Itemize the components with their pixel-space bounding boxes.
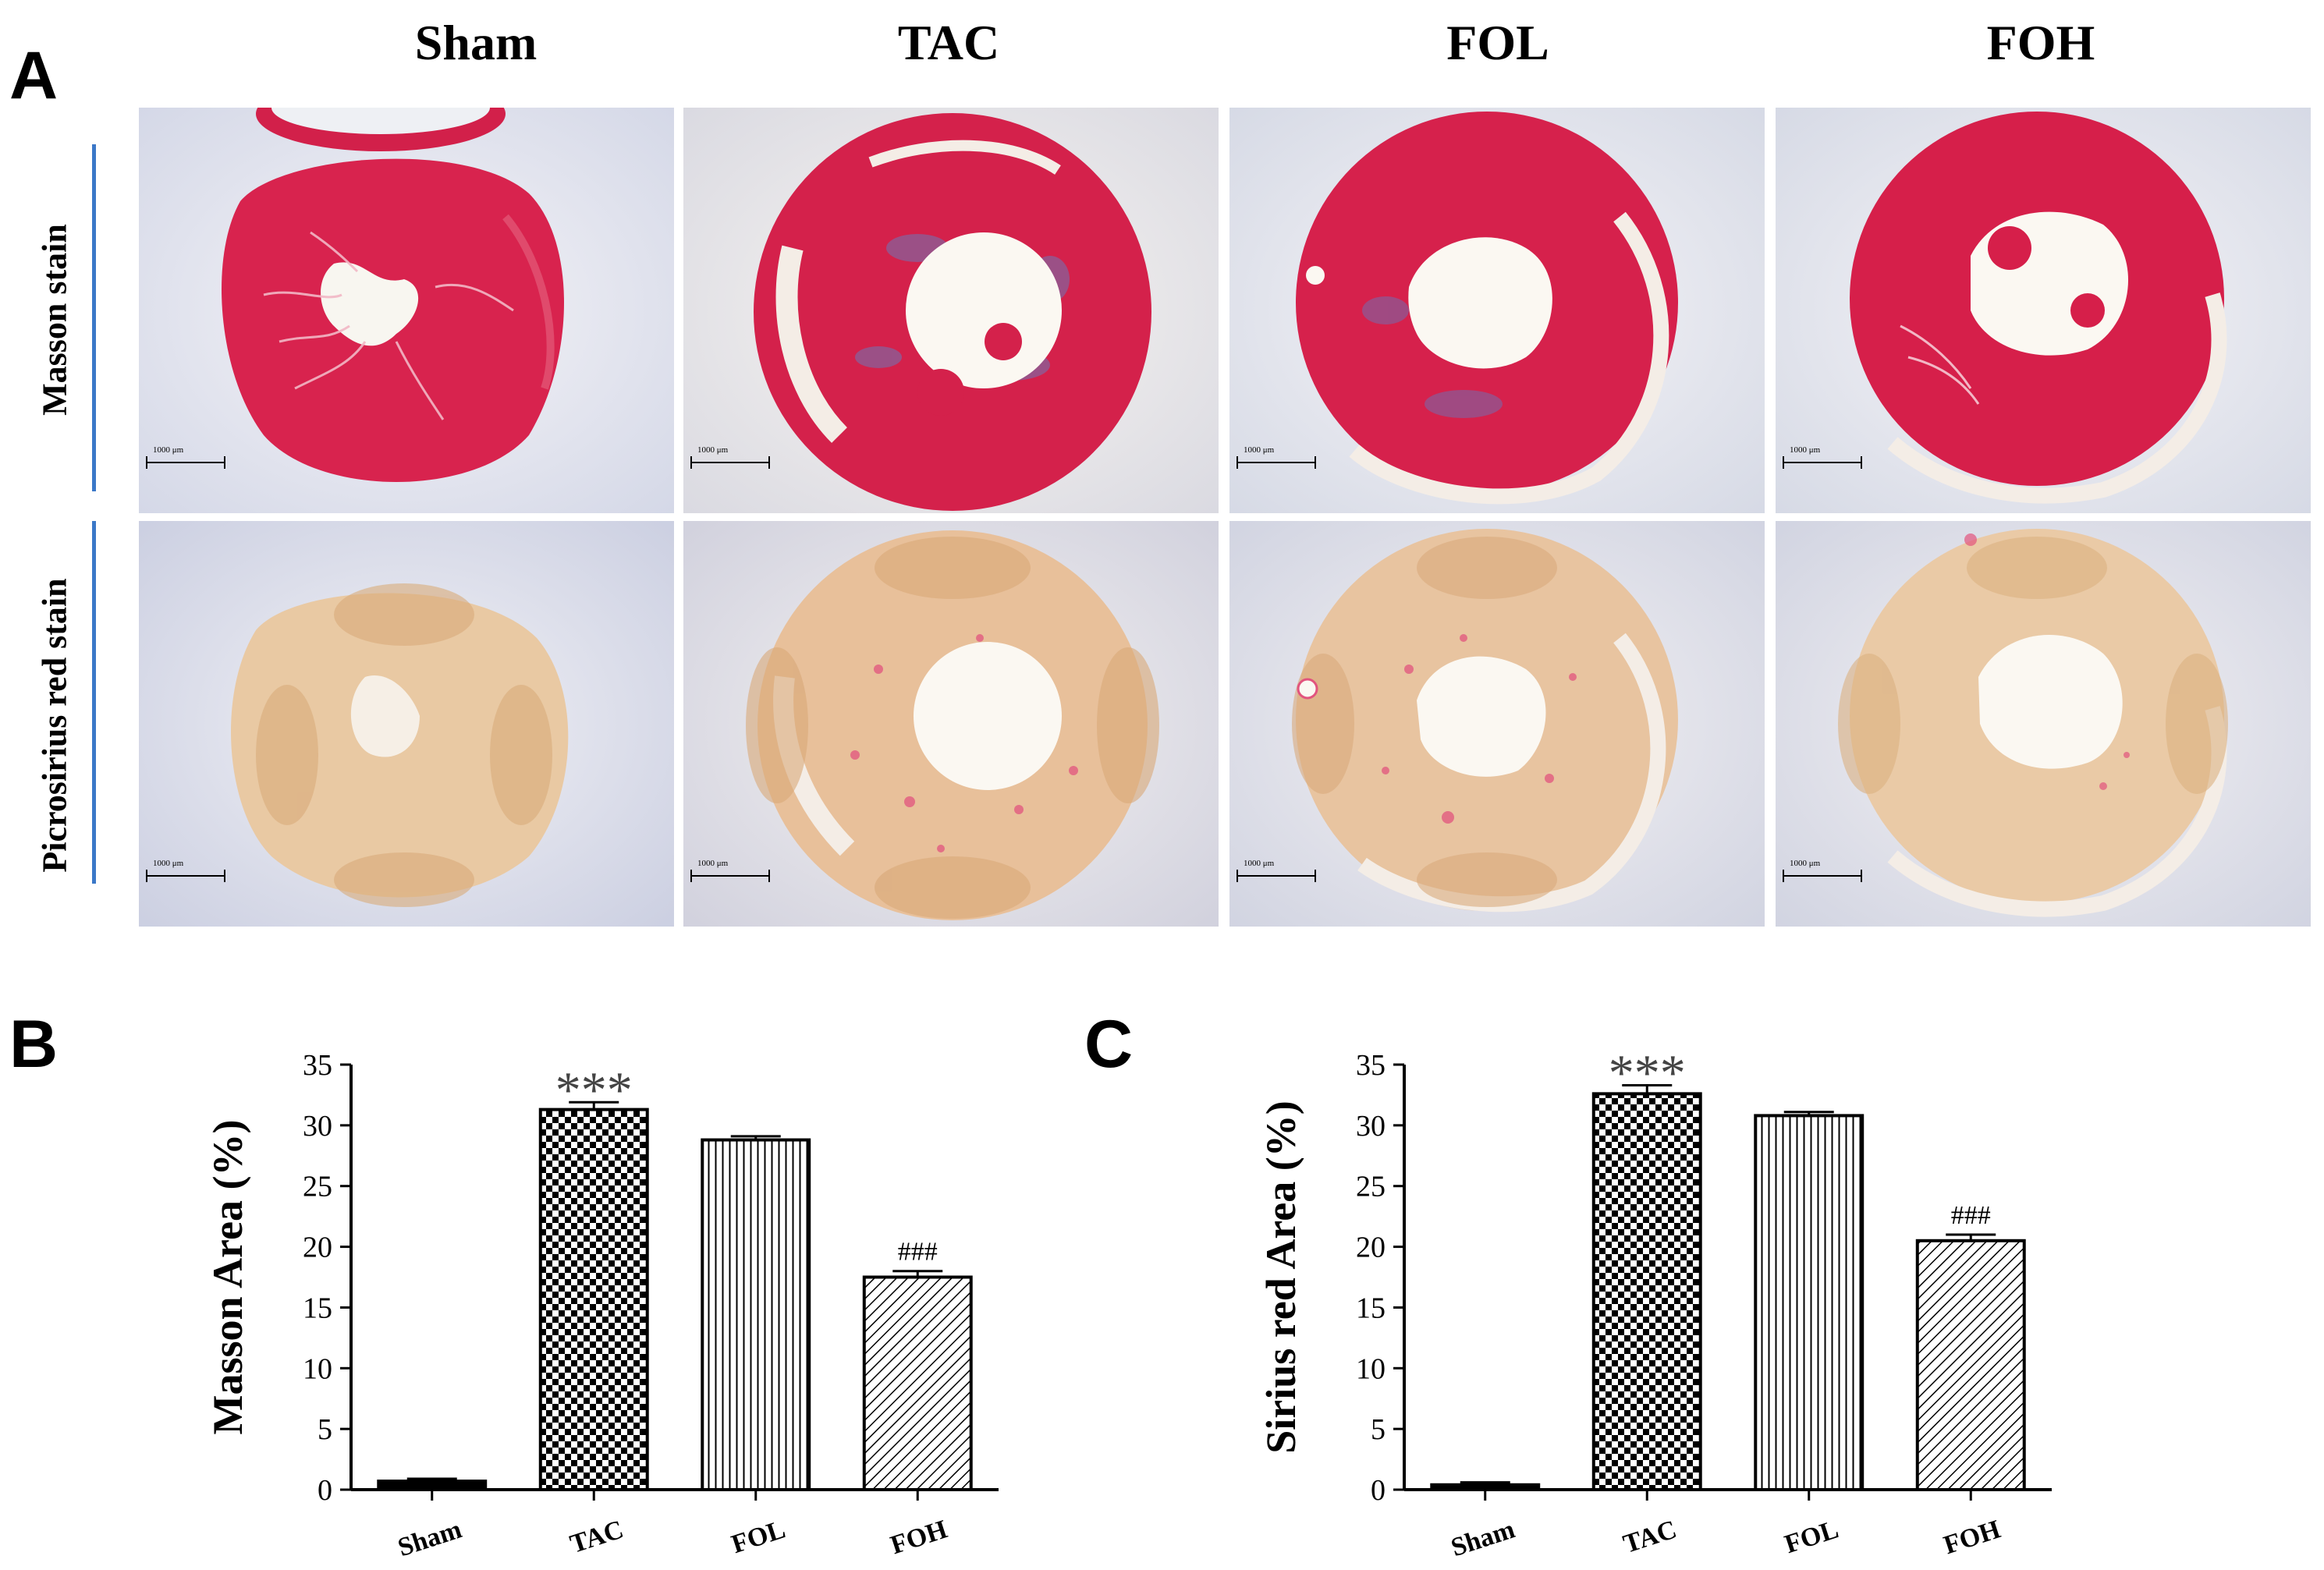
micrograph-picrosirius-fol: 1000 μm [1229,521,1765,927]
micrograph-masson-tac: 1000 μm [683,108,1219,513]
bar-foh [1915,1239,2026,1491]
y-tick-label: 0 [1371,1474,1386,1507]
y-tick-label: 20 [1356,1232,1386,1264]
row-label-wrap-masson: Masson stain [31,109,78,530]
scale-label: 1000 μm [697,445,729,455]
y-tick-label: 30 [1356,1110,1386,1143]
y-axis-label: Sirius red Area (%) [1258,1100,1304,1454]
y-tick-label: 25 [303,1171,332,1203]
x-tick-label-foh: FOH [1940,1515,2003,1560]
y-tick-label: 20 [303,1232,332,1264]
x-tick-label-tac: TAC [1620,1515,1680,1559]
x-tick-label-fol: FOL [728,1515,789,1559]
row-label-picrosirius: Picrosirius red stain [35,578,74,873]
y-axis-label: Masson Area (%) [204,1120,251,1435]
y-tick-label: 30 [303,1110,332,1143]
bar-fol [1754,1114,1865,1491]
bar-foh [862,1275,973,1491]
row-label-wrap-picrosirius: Picrosirius red stain [31,515,78,936]
y-tick-label: 10 [1356,1352,1386,1385]
y-tick-label: 10 [303,1352,332,1385]
x-tick-label-tac: TAC [566,1515,626,1559]
chart-masson-area: 0 5 10 15 20 25 30 35 Masson Area (%) Sham TAC *** F… [204,1049,999,1562]
micrograph-masson-fol: 1000 μm [1229,108,1765,513]
y-tick-label: 15 [303,1292,332,1324]
column-header-fol: FOL [1446,15,1549,70]
scale-label: 1000 μm [1244,859,1275,868]
significance-annotation: ### [898,1238,938,1267]
row-divider-masson [92,144,96,491]
micrograph-masson-sham: 1000 μm [139,108,674,513]
scale-label: 1000 μm [153,445,184,455]
column-header-foh: FOH [1986,15,2095,70]
y-tick-label: 5 [318,1413,332,1446]
significance-annotation: *** [1609,1044,1686,1101]
micrograph-picrosirius-sham: 1000 μm [139,521,674,927]
micrograph-picrosirius-tac: 1000 μm [683,521,1219,927]
panel-b-letter: B [9,1007,59,1082]
scale-label: 1000 μm [1790,859,1821,868]
column-header-sham: Sham [414,15,538,70]
y-tick-label: 15 [1356,1292,1386,1324]
y-tick-label: 35 [303,1049,332,1082]
row-label-masson: Masson stain [35,224,74,416]
x-tick-label-fol: FOL [1781,1515,1842,1559]
bar-tac [1591,1092,1702,1491]
bar-fol [701,1138,811,1492]
y-tick-label: 5 [1371,1413,1386,1446]
row-divider-picrosirius [92,521,96,884]
x-tick-label-sham: Sham [395,1515,466,1562]
x-tick-label-sham: Sham [1448,1515,1519,1562]
scale-label: 1000 μm [1244,445,1275,455]
bar-tac [538,1108,649,1491]
bar-sham [1430,1483,1541,1491]
chart-sirius-red-area: 0 5 10 15 20 25 30 35 Sirius red Area (%) Sham TAC… [1258,1044,2052,1562]
bar-sham [377,1480,488,1491]
y-tick-label: 35 [1356,1049,1386,1082]
significance-annotation: *** [555,1061,633,1118]
micrograph-masson-foh: 1000 μm [1776,108,2311,513]
panel-a-letter: A [9,38,59,113]
y-tick-label: 25 [1356,1171,1386,1203]
y-tick-label: 0 [318,1474,332,1507]
scale-label: 1000 μm [697,859,729,868]
significance-annotation: ### [1951,1201,1991,1230]
scale-label: 1000 μm [153,859,184,868]
micrograph-picrosirius-foh: 1000 μm [1776,521,2311,927]
panel-c-letter: C [1084,1007,1134,1082]
x-tick-label-foh: FOH [887,1515,950,1560]
column-header-tac: TAC [897,15,1000,70]
scale-label: 1000 μm [1790,445,1821,455]
